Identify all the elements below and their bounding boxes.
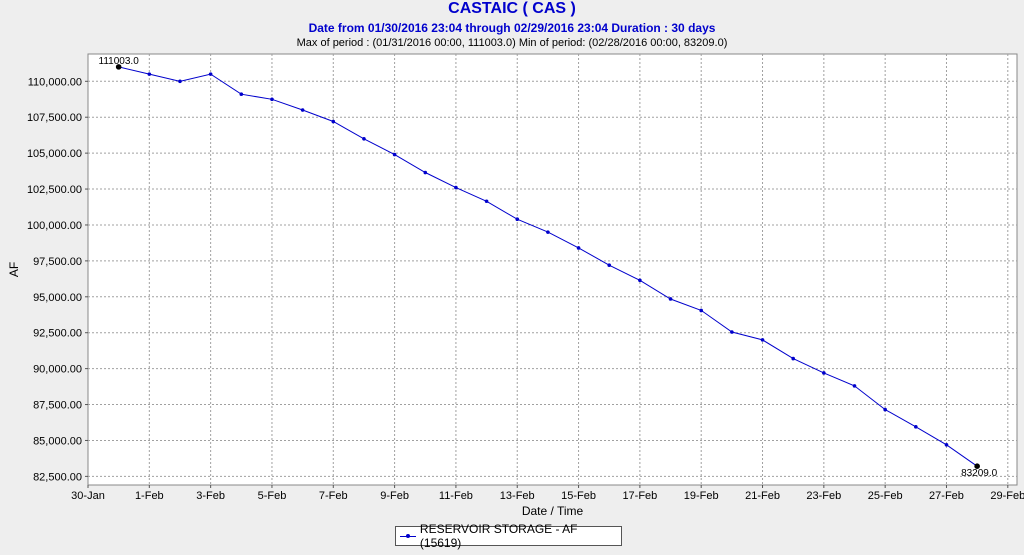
data-point bbox=[576, 246, 581, 250]
data-point bbox=[822, 371, 826, 375]
y-tick-label: 100,000.00 bbox=[27, 220, 82, 232]
data-point bbox=[454, 185, 458, 190]
series-points bbox=[115, 64, 980, 469]
x-axis-label: Date / Time bbox=[522, 504, 584, 518]
x-tick-label: 15-Feb bbox=[561, 490, 596, 502]
legend-label: RESERVOIR STORAGE - AF (15619) bbox=[419, 522, 578, 550]
data-point bbox=[852, 384, 857, 388]
x-tick-label: 5-Feb bbox=[258, 490, 287, 502]
y-tick-label: 87,500.00 bbox=[33, 400, 82, 412]
extreme-annotation: 111003.0 bbox=[99, 56, 140, 67]
y-tick-label: 110,000.00 bbox=[28, 76, 82, 88]
x-tick-label: 1-Feb bbox=[135, 490, 164, 502]
y-tick-label: 95,000.00 bbox=[33, 292, 82, 304]
plot-area bbox=[87, 53, 1018, 486]
data-point bbox=[515, 217, 520, 222]
y-tick-label: 85,000.00 bbox=[33, 435, 82, 447]
data-point bbox=[270, 97, 274, 102]
data-point bbox=[791, 356, 795, 361]
x-tick-label: 13-Feb bbox=[500, 490, 535, 502]
data-point bbox=[300, 108, 305, 112]
data-point bbox=[392, 152, 397, 157]
y-tick-label: 92,500.00 bbox=[33, 328, 82, 340]
data-point bbox=[668, 297, 673, 301]
period-info: Max of period : (01/31/2016 00:00, 11100… bbox=[296, 37, 728, 49]
x-tick-label: 30-Jan bbox=[71, 490, 105, 502]
data-point bbox=[730, 330, 734, 334]
data-point bbox=[331, 119, 336, 124]
data-point bbox=[546, 230, 550, 234]
legend-swatch bbox=[400, 531, 416, 541]
extreme-annotation: 83209.0 bbox=[961, 468, 998, 479]
annotations: 111003.0 83209.0 bbox=[99, 56, 998, 479]
data-point bbox=[883, 407, 887, 412]
data-point bbox=[362, 136, 366, 141]
gridlines bbox=[88, 54, 1017, 485]
x-tick-label: 21-Feb bbox=[745, 490, 780, 502]
y-axis-ticks: 82,500.00 85,000.00 87,500.00 90,000.00 92,5… bbox=[27, 76, 88, 483]
chart-subtitle: Date from 01/30/2016 23:04 through 02/29… bbox=[308, 21, 716, 35]
data-point bbox=[607, 263, 612, 267]
x-tick-label: 25-Feb bbox=[868, 490, 903, 502]
x-tick-label: 23-Feb bbox=[806, 490, 841, 502]
y-tick-label: 102,500.00 bbox=[27, 184, 82, 196]
chart-title: CASTAIC ( CAS ) bbox=[448, 0, 576, 17]
data-point bbox=[974, 463, 980, 469]
y-tick-label: 90,000.00 bbox=[33, 364, 82, 376]
data-point bbox=[423, 170, 428, 175]
x-tick-label: 3-Feb bbox=[196, 490, 225, 502]
y-axis-label: AF bbox=[7, 262, 21, 277]
x-axis-ticks: 30-Jan 1-Feb 3-Feb 5-Feb 7-Feb 9-Feb 11-Feb 13-… bbox=[71, 485, 1024, 502]
data-point bbox=[178, 79, 182, 84]
data-point bbox=[115, 64, 122, 70]
x-tick-label: 27-Feb bbox=[929, 490, 964, 502]
data-point bbox=[147, 72, 152, 76]
data-point bbox=[239, 92, 244, 97]
data-point bbox=[699, 308, 704, 313]
data-point bbox=[760, 338, 765, 342]
x-tick-label: 7-Feb bbox=[319, 490, 348, 502]
x-tick-label: 29-Feb bbox=[990, 490, 1024, 502]
y-tick-label: 97,500.00 bbox=[33, 256, 82, 268]
x-tick-label: 9-Feb bbox=[380, 490, 409, 502]
line-chart: 82,500.00 85,000.00 87,500.00 90,000.00 92,5… bbox=[7, 53, 1024, 518]
data-point bbox=[638, 278, 642, 283]
data-point bbox=[484, 199, 489, 204]
x-tick-label: 17-Feb bbox=[622, 490, 657, 502]
y-tick-label: 105,000.00 bbox=[27, 148, 82, 160]
legend: RESERVOIR STORAGE - AF (15619) bbox=[395, 522, 622, 550]
y-tick-label: 107,500.00 bbox=[27, 112, 82, 124]
data-point bbox=[944, 442, 949, 447]
y-tick-label: 82,500.00 bbox=[33, 471, 82, 483]
data-point bbox=[914, 425, 918, 429]
x-tick-label: 19-Feb bbox=[684, 490, 719, 502]
x-tick-label: 11-Feb bbox=[439, 490, 473, 502]
data-point bbox=[208, 72, 213, 76]
